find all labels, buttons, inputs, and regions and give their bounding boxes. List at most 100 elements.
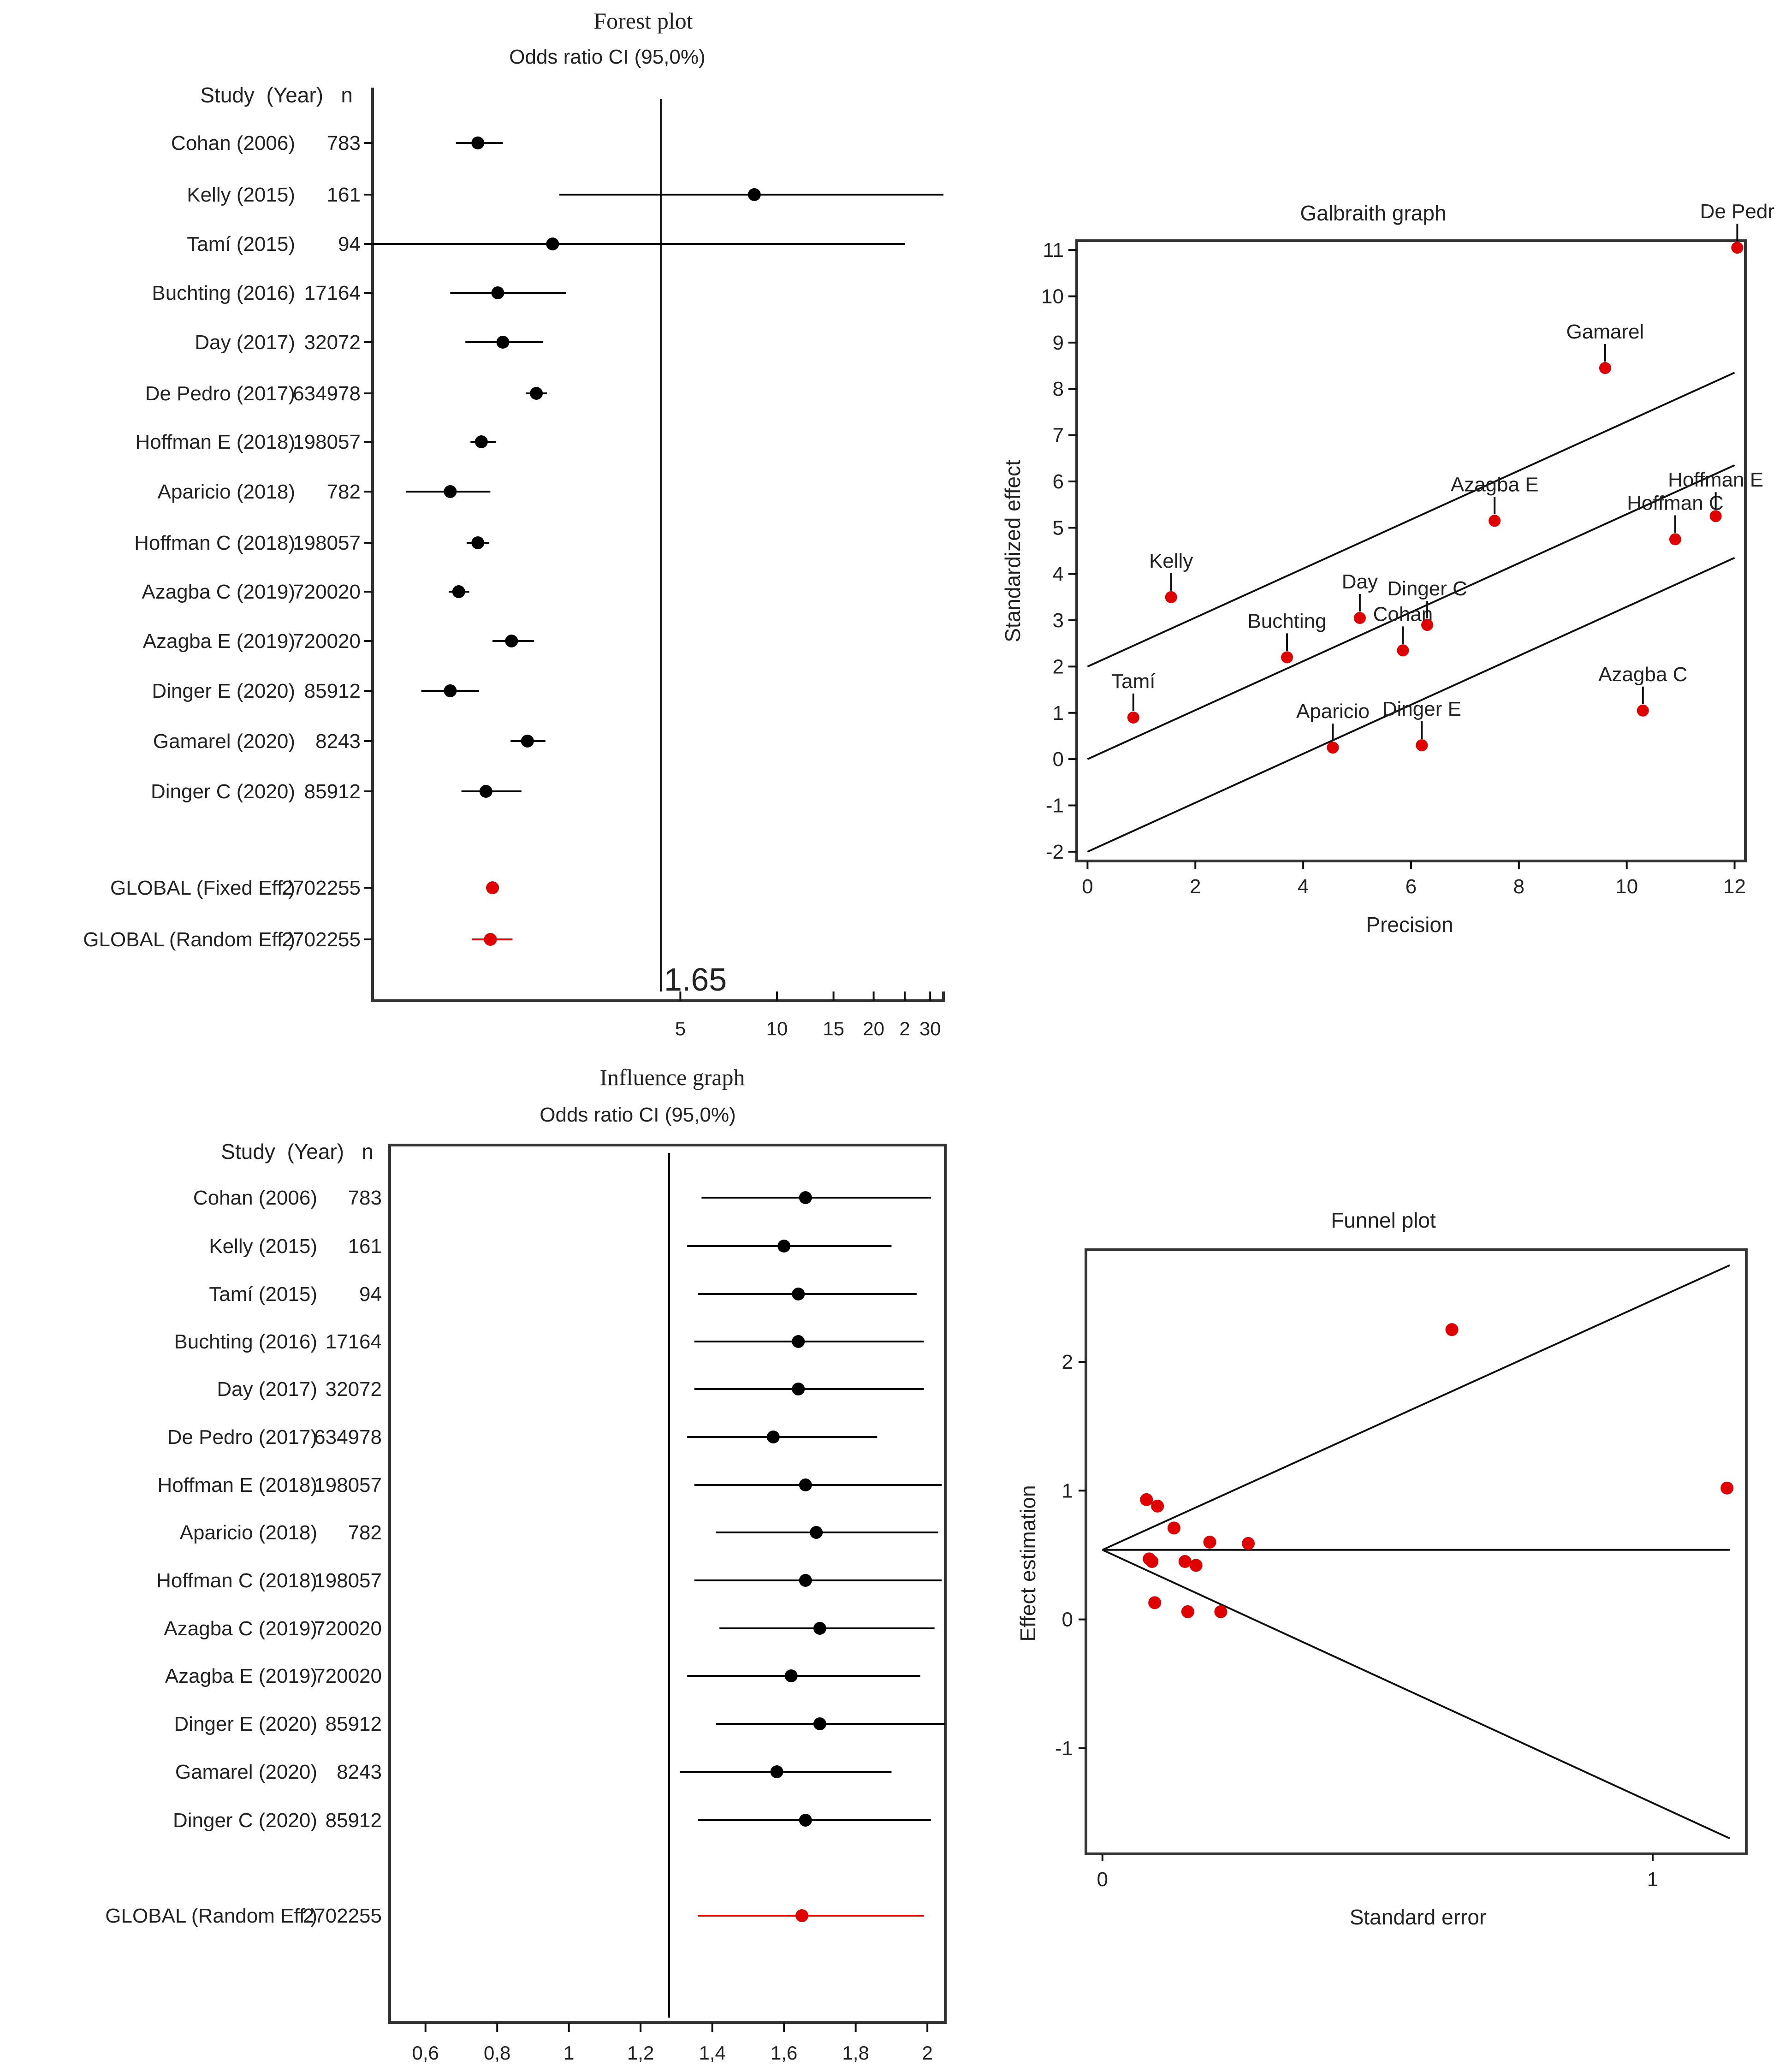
funnel-xtick-label: 0 [1097,1868,1108,1891]
forest-xtick-label: 30 [919,1018,941,1039]
influence-row-n: 94 [359,1283,382,1306]
galbraith-point [1397,644,1409,657]
forest-xtick-label: 10 [766,1018,788,1039]
forest-point [474,435,488,448]
influence-row-label: Gamarel (2020) [175,1761,317,1783]
forest-point [471,536,485,549]
galbraith-point [1669,533,1681,546]
galbraith-xtick-label: 2 [1190,875,1201,898]
forest-row-n: 2702255 [282,928,361,951]
funnel-point [1445,1323,1459,1336]
funnel-xtick-label: 1 [1647,1868,1658,1891]
forest-point [546,237,559,250]
forest-xtick-label: 20 [863,1018,884,1039]
galbraith-regression-line [1087,372,1735,668]
forest-row-n: 720020 [293,630,361,653]
influence-xtick-label: 2 [922,2042,932,2064]
forest-row-label: Gamarel (2020) [153,730,295,753]
galbraith-ytick-label: 6 [1053,470,1064,493]
forest-row-label: Buchting (2016) [152,282,295,304]
influence-point [799,1574,812,1587]
funnel-point [1140,1493,1153,1506]
forest-point [491,286,504,299]
forest-xtick-label: 15 [823,1018,844,1039]
influence-xtick-label: 1,2 [627,2042,654,2064]
funnel-ytick-label: -1 [1055,1737,1073,1760]
galbraith-point-label: Aparicio [1296,700,1370,723]
funnel-point [1167,1521,1180,1535]
galbraith-ytick-label: 2 [1053,655,1064,678]
forest-row-label: GLOBAL (Fixed Eff.) [110,877,295,899]
influence-row-n: 783 [348,1187,382,1209]
forest-point [505,635,518,647]
forest-reference-label: 1.65 [664,962,727,997]
forest-axes [371,88,945,1002]
galbraith-point [1327,742,1339,754]
influence-row-label: Tamí (2015) [209,1283,317,1306]
forest-row-n: 17164 [304,282,361,304]
influence-row-label: Buchting (2016) [174,1330,317,1353]
funnel-line [1102,1264,1731,1551]
forest-row-n: 782 [327,481,361,503]
influence-row-label: Day (2017) [217,1378,317,1401]
influence-row-label: Kelly (2015) [209,1235,317,1258]
influence-row-label: Hoffman E (2018) [158,1474,317,1496]
forest-point [444,485,457,498]
galbraith-xtick-label: 6 [1405,875,1417,898]
influence-point [766,1431,780,1443]
galbraith-ylabel: Standardized effect [1001,460,1025,642]
forest-point [471,137,485,149]
influence-title: Influence graph [599,1064,745,1090]
forest-xtick-label: 5 [675,1018,686,1039]
galbraith-point-label: Day [1342,570,1378,593]
influence-point [770,1765,783,1778]
influence-row-n: 17164 [326,1330,382,1353]
influence-row-n: 198057 [314,1474,382,1496]
galbraith-point-label: Hoffman C [1627,492,1724,514]
forest-row-n: 2702255 [282,877,361,899]
influence-row-n: 634978 [314,1426,382,1449]
funnel-ytick-label: 0 [1062,1609,1073,1631]
influence-xtick-label: 1,6 [771,2042,797,2064]
galbraith-point [1127,711,1139,724]
forest-point [530,387,543,400]
forest-row-n: 85912 [304,680,361,702]
forest-title: Forest plot [593,8,693,34]
galbraith-graph: Galbraith graph Precision Standardized e… [1001,200,1774,937]
forest-row-n: 8243 [315,730,361,753]
influence-row-n: 85912 [326,1809,382,1832]
galbraith-ytick-label: -2 [1046,841,1064,863]
galbraith-point [1637,704,1649,717]
forest-row-n: 783 [327,132,361,154]
forest-point [479,785,492,798]
influence-row-label: Dinger C (2020) [173,1809,317,1832]
influence-row-n: 85912 [326,1713,382,1735]
forest-row-label: Tamí (2015) [187,233,295,255]
forest-row-n: 32072 [304,331,361,354]
galbraith-point [1165,591,1177,603]
influence-xtick-label: 1,4 [699,2042,725,2064]
forest-point [496,336,510,349]
galbraith-point [1421,619,1434,631]
influence-row-n: 720020 [314,1617,382,1640]
galbraith-point-label: De Pedr [1700,200,1774,223]
influence-point [813,1717,826,1730]
forest-row-n: 85912 [304,780,361,803]
galbraith-point-label: Hoffman E [1668,469,1763,491]
forest-row-label: Hoffman E (2018) [136,431,295,453]
galbraith-xlabel: Precision [1366,913,1453,937]
forest-row-label: Cohan (2006) [171,132,295,154]
galbraith-xtick-label: 12 [1723,875,1746,898]
funnel-ytick-label: 1 [1062,1479,1073,1502]
forest-row-label: Dinger C (2020) [151,780,295,803]
forest-xtick-label: 2 [899,1018,910,1039]
funnel-line [1102,1549,1731,1840]
galbraith-ytick-label: 3 [1053,609,1064,632]
galbraith-point [1731,242,1743,254]
influence-row-label: De Pedro (2017) [167,1426,317,1449]
influence-point [777,1240,791,1253]
influence-xtick-label: 0,8 [484,2042,510,2064]
galbraith-point [1416,739,1428,752]
influence-point [784,1669,798,1682]
